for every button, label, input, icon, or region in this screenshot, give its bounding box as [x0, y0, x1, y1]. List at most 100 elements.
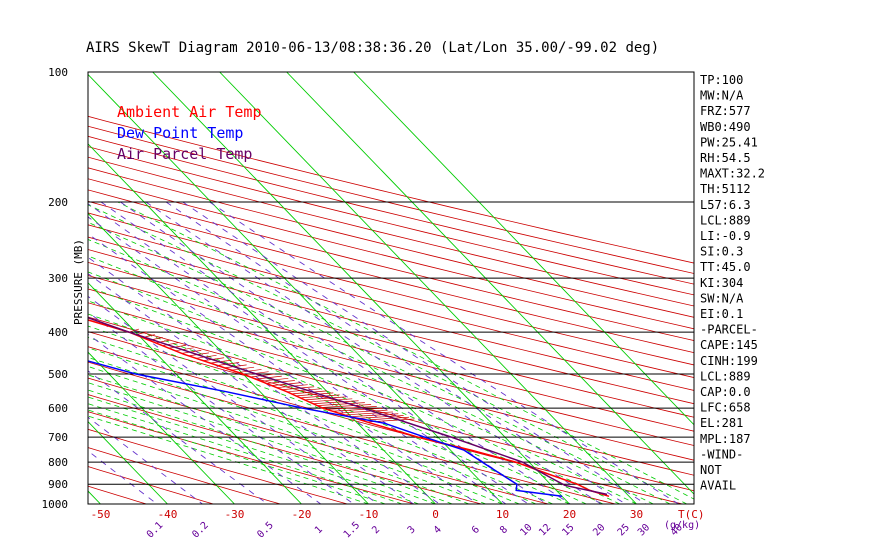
- dry-adiabat-line: [88, 316, 694, 476]
- isotherm-line: [88, 282, 302, 504]
- dry-adiabat-line: [88, 288, 694, 446]
- stability-index-item: SI:0.3: [700, 245, 743, 259]
- cape-hatch-mark: [304, 396, 347, 401]
- isotherm-line: [88, 212, 369, 504]
- pressure-tick-label: 100: [48, 66, 68, 79]
- stability-index-item: NOT: [700, 463, 722, 477]
- bottom-temperature-tick-label: -20: [292, 508, 312, 521]
- mixing-ratio-tick-label: 1: [313, 524, 325, 536]
- cape-hatch-mark: [308, 398, 353, 403]
- stability-index-item: L57:6.3: [700, 198, 751, 212]
- stability-index-item: PW:25.41: [700, 135, 758, 149]
- mixing-ratio-tick-label: 30: [636, 522, 652, 538]
- parcel-temperature-line: [88, 316, 608, 496]
- mixing-ratio-tick-label: 12: [537, 522, 553, 538]
- cape-hatch-mark: [281, 386, 315, 391]
- cape-hatch-mark: [181, 350, 202, 354]
- pressure-tick-label: 800: [48, 456, 68, 469]
- mixing-ratio-tick-label: 1.5: [342, 520, 363, 541]
- stability-index-item: FRZ:577: [700, 104, 751, 118]
- isotherm-line: [152, 72, 570, 504]
- isotherm-line: [0, 72, 34, 504]
- moist-adiabat-line: [88, 239, 654, 504]
- mixing-ratio-tick-label: 8: [498, 524, 510, 536]
- moist-adiabat-line: [88, 357, 503, 504]
- bottom-temperature-tick-label: 10: [496, 508, 509, 521]
- dry-adiabat-line: [88, 224, 694, 378]
- legend-entry-dewpoint: Dew Point Temp: [117, 124, 243, 142]
- stability-index-item: KI:304: [700, 276, 743, 290]
- dry-adiabat-line: [88, 377, 549, 504]
- temperature-unit-label: T(C): [678, 508, 705, 521]
- mixing-ratio-tick-label: 0.5: [255, 520, 276, 541]
- stability-index-item: MPL:187: [700, 432, 751, 446]
- dry-adiabat-line: [0, 72, 12, 504]
- cape-hatch-mark: [175, 347, 194, 352]
- cape-hatch-mark: [326, 406, 377, 410]
- isotherm-line: [88, 73, 503, 504]
- moist-adiabat-line: [88, 255, 637, 504]
- cape-hatch-mark: [355, 415, 404, 419]
- stability-index-item: -WIND-: [700, 447, 743, 461]
- dry-adiabat-line: [88, 236, 694, 391]
- legend: Ambient Air Temp Dew Point Temp Air Parc…: [117, 103, 262, 163]
- dry-adiabat-line: [88, 178, 694, 330]
- stability-index-item: CAPE:145: [700, 338, 758, 352]
- legend-entry-ambient: Ambient Air Temp: [117, 103, 262, 121]
- pressure-tick-label: 900: [48, 478, 68, 491]
- dry-adiabat-line: [88, 331, 694, 492]
- pressure-tick-label: 600: [48, 402, 68, 415]
- stability-index-item: MAXT:32.2: [700, 167, 765, 181]
- moist-adiabat-line: [88, 403, 403, 504]
- cape-hatch-mark: [338, 409, 388, 414]
- stability-index-item: TT:45.0: [700, 260, 751, 274]
- moist-adiabat-line: [88, 286, 604, 504]
- dry-adiabat-line: [88, 135, 694, 285]
- isotherm-line: [88, 420, 168, 504]
- cape-hatch-mark: [244, 371, 269, 376]
- stability-index-item: TH:5112: [700, 182, 751, 196]
- isotherm-line: [286, 72, 694, 495]
- bottom-temperature-tick-label: 30: [630, 508, 643, 521]
- mixing-ratio-tick-label: 20: [591, 522, 607, 538]
- bottom-temperature-tick-label: -50: [91, 508, 111, 521]
- bottom-temperature-tick-label: 0: [432, 508, 439, 521]
- stability-index-item: EI:0.1: [700, 307, 743, 321]
- isotherm-line: [219, 72, 637, 504]
- stability-index-item: EL:281: [700, 416, 743, 430]
- cape-hatch-mark: [317, 402, 365, 406]
- dry-adiabat-line: [88, 447, 281, 504]
- sounding-profiles: [88, 316, 610, 498]
- dry-adiabat-line: [88, 115, 694, 264]
- dry-adiabat-line: [88, 189, 694, 341]
- cape-hatch-mark: [168, 344, 186, 349]
- mixing-ratio-tick-label: 6: [470, 524, 482, 536]
- stability-index-item: TP:100: [700, 73, 743, 87]
- dry-adiabat-line: [88, 200, 694, 354]
- stability-index-item: LCL:889: [700, 369, 751, 383]
- dry-adiabat-line: [88, 261, 694, 418]
- mixing-ratio-tick-label: 0.1: [145, 520, 166, 541]
- cape-hatch-mark: [312, 400, 359, 405]
- dry-adiabat-line: [88, 125, 694, 274]
- mixing-ratio-tick-label: 25: [616, 522, 632, 538]
- pressure-tick-label: 1000: [42, 498, 69, 511]
- pressure-tick-label: 300: [48, 272, 68, 285]
- cape-hatch-mark: [238, 369, 262, 373]
- background-grid: [0, 72, 694, 504]
- stability-index-item: MW:N/A: [700, 89, 744, 103]
- legend-entry-parcel: Air Parcel Temp: [117, 145, 252, 163]
- cape-hatch-mark: [291, 390, 327, 395]
- stability-index-item: AVAIL: [700, 479, 736, 493]
- cape-hatch-mark: [287, 388, 321, 393]
- stability-index-item: -PARCEL-: [700, 323, 758, 337]
- cape-hatch-mark: [162, 342, 179, 347]
- mixing-ratio-tick-label: 10: [518, 522, 534, 538]
- bottom-temperature-tick-label: 20: [563, 508, 576, 521]
- bottom-temperature-tick-label: -30: [225, 508, 245, 521]
- dry-adiabat-line: [88, 302, 694, 461]
- bottom-temperature-tick-label: -40: [158, 508, 178, 521]
- stability-index-item: SW:N/A: [700, 291, 744, 305]
- mixing-ratio-line: [120, 201, 571, 504]
